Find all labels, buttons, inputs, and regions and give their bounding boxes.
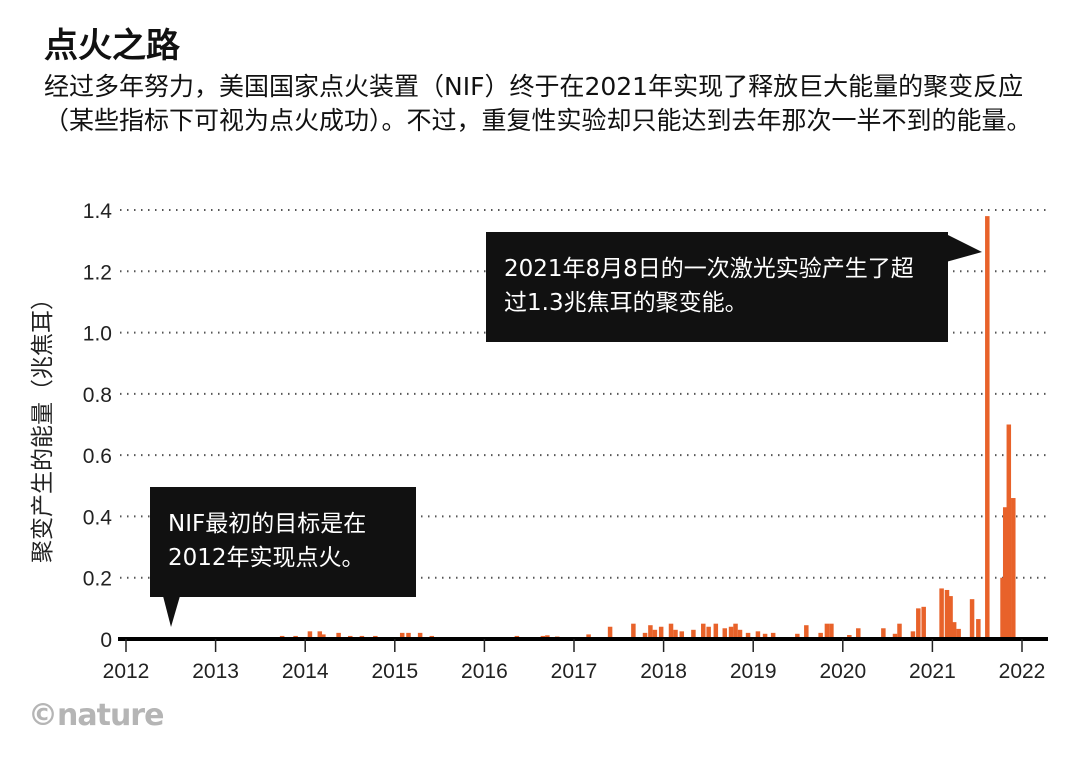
bar [910,631,916,639]
bar [770,632,776,639]
bar [892,633,898,639]
bar [399,632,405,639]
bar [881,628,886,639]
x-tick-label: 2016 [461,660,508,683]
bar [762,633,768,639]
bar [951,622,957,639]
bar [944,589,950,639]
bar [679,631,685,639]
bar [658,626,664,639]
y-tick-label: 1.2 [83,261,112,284]
bar [755,631,761,639]
bar [722,628,728,639]
annotation-peak: 2021年8月8日的一次激光实验产生了超过1.3兆焦耳的聚变能。 [486,232,948,342]
bar [921,606,926,639]
bar [1002,507,1008,639]
bar [713,623,719,639]
annotation-goal: NIF最初的目标是在2012年实现点火。 [150,487,416,597]
annotation-goal-text: NIF最初的目标是在2012年实现点火。 [168,511,367,571]
bar [976,619,981,639]
bar [733,623,738,639]
bar [956,628,961,639]
bar [607,626,613,639]
bar [317,631,323,639]
bar [985,216,990,639]
annotation-goal-pointer [163,596,180,627]
bar [417,632,423,639]
x-tick-label: 2017 [551,660,598,683]
x-tick-label: 2019 [730,660,777,683]
bar [673,629,678,639]
bar [307,631,313,639]
bar [321,634,326,639]
bar [1000,577,1005,639]
bar [1006,424,1012,639]
chart-subtitle: 经过多年努力，美国国家点火装置（NIF）终于在2021年实现了释放巨大能量的聚变… [44,72,1032,135]
nature-logo: ©nature [28,698,164,733]
bar [897,623,902,639]
bar [1011,498,1016,639]
x-tick-label: 2013 [192,660,239,683]
x-tick-label: 2018 [640,660,687,683]
y-tick-label: 1.4 [83,200,113,223]
bar [728,626,734,639]
y-tick-label: 1.0 [83,323,112,346]
annotation-peak-pointer [946,234,982,262]
bar [406,632,411,639]
y-tick-label: 0 [100,629,112,652]
y-tick-label: 0.8 [83,384,112,407]
x-tick-label: 2020 [819,660,866,683]
bar [745,632,751,639]
bar [916,608,921,639]
bar [856,628,861,639]
x-tick-label: 2015 [371,660,418,683]
x-tick-label: 2021 [909,660,956,683]
bar [691,629,696,639]
bar [652,629,658,639]
bar [737,629,743,639]
bar [668,623,674,639]
bar [336,632,341,639]
bar [824,623,830,639]
bar [969,599,975,639]
bar [648,625,653,639]
bar [631,623,636,639]
bar [948,596,953,639]
annotation-peak-text: 2021年8月8日的一次激光实验产生了超过1.3兆焦耳的聚变能。 [504,256,914,316]
bar [706,626,711,639]
y-tick-label: 0.6 [83,445,112,468]
bar [818,632,823,639]
bar [829,623,834,639]
chart-title: 点火之路 [44,26,180,66]
bar [939,588,944,639]
bar [642,632,648,639]
bar [804,625,809,639]
x-tick-label: 2014 [282,660,329,683]
x-tick-label: 2012 [103,660,150,683]
y-tick-label: 0.2 [83,568,112,591]
bar [586,634,591,639]
bar [795,633,800,639]
bar [701,623,706,639]
x-tick-label: 2022 [999,660,1046,683]
y-tick-label: 0.4 [83,506,113,529]
y-axis-label: 聚变产生的能量（兆焦耳） [30,287,56,563]
